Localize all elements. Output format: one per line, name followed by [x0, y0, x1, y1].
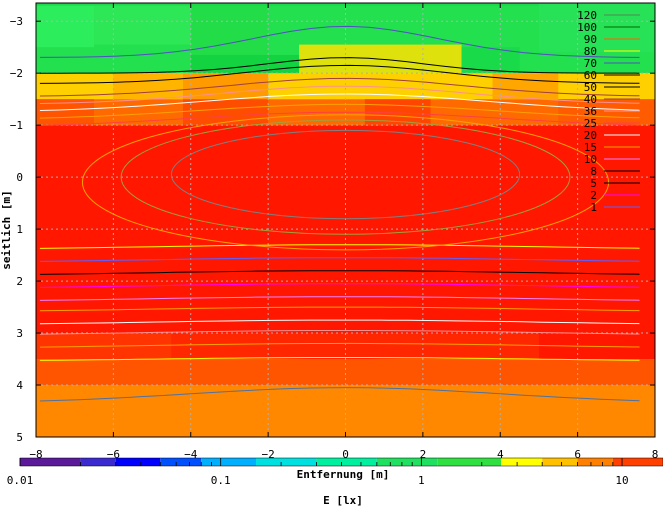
- contour-ring-2: [81, 114, 610, 251]
- contour-ring-1: [120, 119, 571, 235]
- contour-line-9: [39, 257, 640, 262]
- colorbar-segment-1: [80, 458, 116, 466]
- contour-line-13: [39, 306, 640, 312]
- contour-line-6: [39, 103, 640, 119]
- x-tick-label-4: 0: [342, 448, 349, 461]
- y-tick-label-4: 1: [16, 223, 23, 236]
- legend-label-1: 100: [577, 21, 597, 34]
- cell-patch-12: [558, 99, 655, 126]
- cell-patch-13: [183, 99, 269, 126]
- contour-line-7: [39, 111, 640, 126]
- colorbar-segment-12: [612, 458, 663, 466]
- colorbar-segment-9: [501, 458, 543, 466]
- legend-label-4: 70: [584, 57, 597, 70]
- cell-patch-0: [36, 3, 95, 48]
- colorbar-segment-11: [577, 458, 613, 466]
- legend-label-13: 8: [590, 165, 597, 178]
- y-tick-label-2: −1: [10, 119, 23, 132]
- colorbar-tick-label-3: 10: [615, 474, 628, 487]
- y-tick-label-6: 3: [16, 327, 23, 340]
- contour-line-14: [39, 319, 640, 325]
- x-tick-label-8: 8: [652, 448, 659, 461]
- cell-patch-10: [492, 73, 559, 100]
- contour-line-8: [39, 244, 640, 249]
- colorbar-ticks: 0.01 0.1 1 10: [7, 458, 629, 487]
- colorbar-segment-5: [256, 458, 317, 466]
- y-tick-label-1: −2: [10, 67, 23, 80]
- legend-label-8: 36: [584, 105, 597, 118]
- heatmap-cells: [36, 3, 655, 360]
- x-axis-label: Entfernung [m]: [297, 468, 390, 481]
- cell-patch-2: [190, 3, 269, 55]
- y-axis-label: seitlich [m]: [0, 190, 13, 269]
- contour-line-3: [39, 77, 640, 97]
- y-tick-label-7: 4: [16, 379, 23, 392]
- legend-label-14: 5: [590, 177, 597, 190]
- legend-label-15: 2: [590, 189, 597, 202]
- contour-line-0: [39, 25, 640, 58]
- legend-label-3: 80: [584, 45, 597, 58]
- contour-line-18: [39, 387, 640, 402]
- colorbar-label: E [lx]: [323, 494, 363, 507]
- contour-line-11: [39, 283, 640, 288]
- x-tick-label-5: 2: [420, 448, 427, 461]
- contour-lines: [39, 25, 640, 402]
- legend-label-12: 10: [584, 153, 597, 166]
- y-tick-label-0: −3: [10, 15, 23, 28]
- x-tick-label-6: 4: [497, 448, 504, 461]
- colorbar-tick-label-1: 0.1: [211, 474, 231, 487]
- cell-patch-1: [94, 3, 191, 45]
- legend-label-5: 60: [584, 69, 597, 82]
- colorbar-tick-label-0: 0.01: [7, 474, 34, 487]
- legend-label-10: 20: [584, 129, 597, 142]
- colorbar-segment-2: [115, 458, 161, 466]
- colorbar: [19, 457, 663, 467]
- y-tick-label-5: 2: [16, 275, 23, 288]
- legend-label-2: 90: [584, 33, 597, 46]
- cell-patch-7: [538, 3, 655, 53]
- colorbar-segment-4: [201, 458, 257, 466]
- cell-patch-8: [113, 73, 184, 100]
- contour-ring-0: [170, 129, 521, 220]
- contour-line-2: [39, 64, 640, 84]
- contour-line-10: [39, 270, 640, 275]
- contour-line-4: [39, 85, 640, 104]
- colorbar-segment-10: [542, 458, 578, 466]
- contour-line-17: [39, 357, 640, 361]
- colorbar-segment-6: [316, 458, 377, 466]
- legend-label-6: 50: [584, 81, 597, 94]
- legend-label-0: 120: [577, 9, 597, 22]
- contour-line-16: [39, 342, 640, 348]
- legend-label-16: 1: [590, 201, 597, 214]
- colorbar-segment-8: [437, 458, 502, 466]
- contour-line-15: [39, 330, 640, 335]
- band-4: [36, 359, 655, 386]
- colorbar-segment-3: [160, 458, 202, 466]
- y-tick-label-3: 0: [16, 171, 23, 184]
- contour-line-12: [39, 296, 640, 301]
- contour-line-5: [39, 93, 640, 111]
- legend-label-9: 25: [584, 117, 597, 130]
- colorbar-tick-label-2: 1: [418, 474, 425, 487]
- legend-label-11: 15: [584, 141, 597, 154]
- y-tick-label-8: 5: [16, 431, 23, 444]
- colorbar-segment-0: [20, 458, 81, 466]
- colorbar-segment-7: [376, 458, 438, 466]
- cell-patch-4: [190, 54, 300, 74]
- contour-line-1: [39, 57, 640, 74]
- legend-label-7: 40: [584, 93, 597, 106]
- cell-patch-15: [171, 333, 539, 360]
- x-tick-label-7: 6: [574, 448, 581, 461]
